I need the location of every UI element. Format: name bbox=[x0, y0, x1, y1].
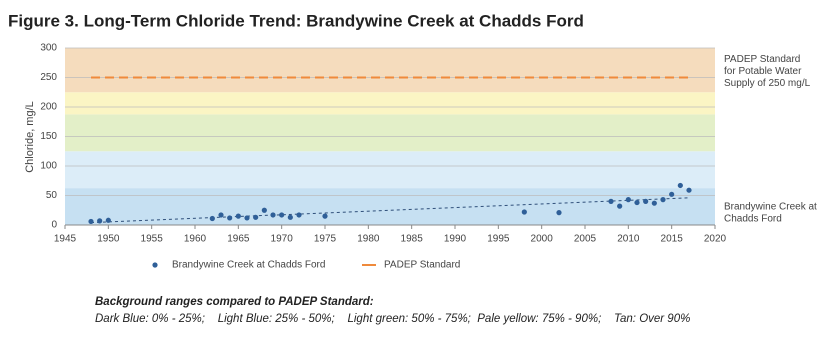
data-point bbox=[270, 212, 276, 218]
data-point bbox=[634, 199, 640, 206]
x-tick-label: 1945 bbox=[54, 234, 77, 245]
y-tick-label: 50 bbox=[46, 190, 58, 201]
x-tick-label: 1985 bbox=[401, 234, 424, 245]
annotation: Supply of 250 mg/L bbox=[724, 78, 811, 89]
data-point bbox=[617, 203, 623, 209]
data-point bbox=[235, 213, 241, 219]
x-tick-label: 1980 bbox=[357, 234, 380, 245]
footnote-heading: Background ranges compared to PADEP Stan… bbox=[95, 296, 374, 308]
background-band bbox=[65, 92, 715, 115]
x-tick-label: 2010 bbox=[617, 234, 640, 245]
data-point bbox=[279, 212, 285, 218]
y-tick-label: 200 bbox=[40, 102, 57, 113]
x-tick-label: 1990 bbox=[444, 234, 467, 245]
x-tick-label: 2015 bbox=[661, 234, 684, 245]
x-tick-label: 2020 bbox=[704, 234, 727, 245]
y-tick-label: 150 bbox=[40, 131, 57, 142]
data-point bbox=[97, 218, 103, 224]
x-tick-label: 2000 bbox=[531, 234, 554, 245]
y-tick-label: 300 bbox=[40, 43, 57, 54]
annotation: PADEP Standard bbox=[724, 54, 800, 65]
footnote-text: Dark Blue: 0% - 25%; Light Blue: 25% - 5… bbox=[95, 313, 690, 325]
data-point bbox=[669, 191, 675, 197]
data-point bbox=[244, 215, 250, 221]
x-tick-label: 1970 bbox=[271, 234, 294, 245]
data-point bbox=[677, 182, 683, 189]
data-point bbox=[261, 207, 267, 213]
y-tick-label: 100 bbox=[40, 161, 57, 172]
data-point bbox=[105, 217, 111, 223]
data-point bbox=[296, 212, 302, 218]
x-tick-label: 1995 bbox=[487, 234, 510, 245]
chart-title: Figure 3. Long-Term Chloride Trend: Bran… bbox=[8, 11, 584, 30]
data-point bbox=[686, 187, 692, 193]
background-band bbox=[65, 48, 715, 93]
legend-marker bbox=[152, 262, 158, 268]
data-point bbox=[209, 215, 215, 222]
data-point bbox=[556, 210, 562, 216]
x-tick-label: 1965 bbox=[227, 234, 250, 245]
data-point bbox=[88, 218, 94, 225]
data-point bbox=[660, 197, 666, 203]
data-point bbox=[521, 209, 527, 215]
x-tick-label: 1955 bbox=[141, 234, 164, 245]
x-tick-label: 2005 bbox=[574, 234, 597, 245]
data-point bbox=[218, 212, 224, 218]
data-point bbox=[322, 213, 328, 219]
y-tick-label: 0 bbox=[51, 220, 57, 231]
data-point bbox=[643, 198, 649, 204]
background-band bbox=[65, 188, 715, 225]
data-point bbox=[287, 214, 293, 220]
x-tick-label: 1960 bbox=[184, 234, 207, 245]
y-axis-label: Chloride, mg/L bbox=[24, 101, 36, 173]
legend-label: Brandywine Creek at Chadds Ford bbox=[172, 260, 325, 271]
x-tick-label: 1975 bbox=[314, 234, 337, 245]
data-point bbox=[608, 198, 614, 204]
background-band bbox=[65, 151, 715, 189]
data-point bbox=[227, 215, 233, 221]
annotation: for Potable Water bbox=[724, 66, 802, 77]
x-tick-label: 1950 bbox=[97, 234, 120, 245]
data-point bbox=[651, 200, 657, 206]
data-point bbox=[625, 197, 631, 203]
annotation: Chadds Ford bbox=[724, 214, 782, 225]
annotation: Brandywine Creek at bbox=[724, 202, 817, 213]
y-tick-label: 250 bbox=[40, 72, 57, 83]
legend-label: PADEP Standard bbox=[384, 260, 460, 271]
background-band bbox=[65, 114, 715, 152]
data-point bbox=[253, 214, 259, 220]
trend-line bbox=[90, 197, 690, 224]
